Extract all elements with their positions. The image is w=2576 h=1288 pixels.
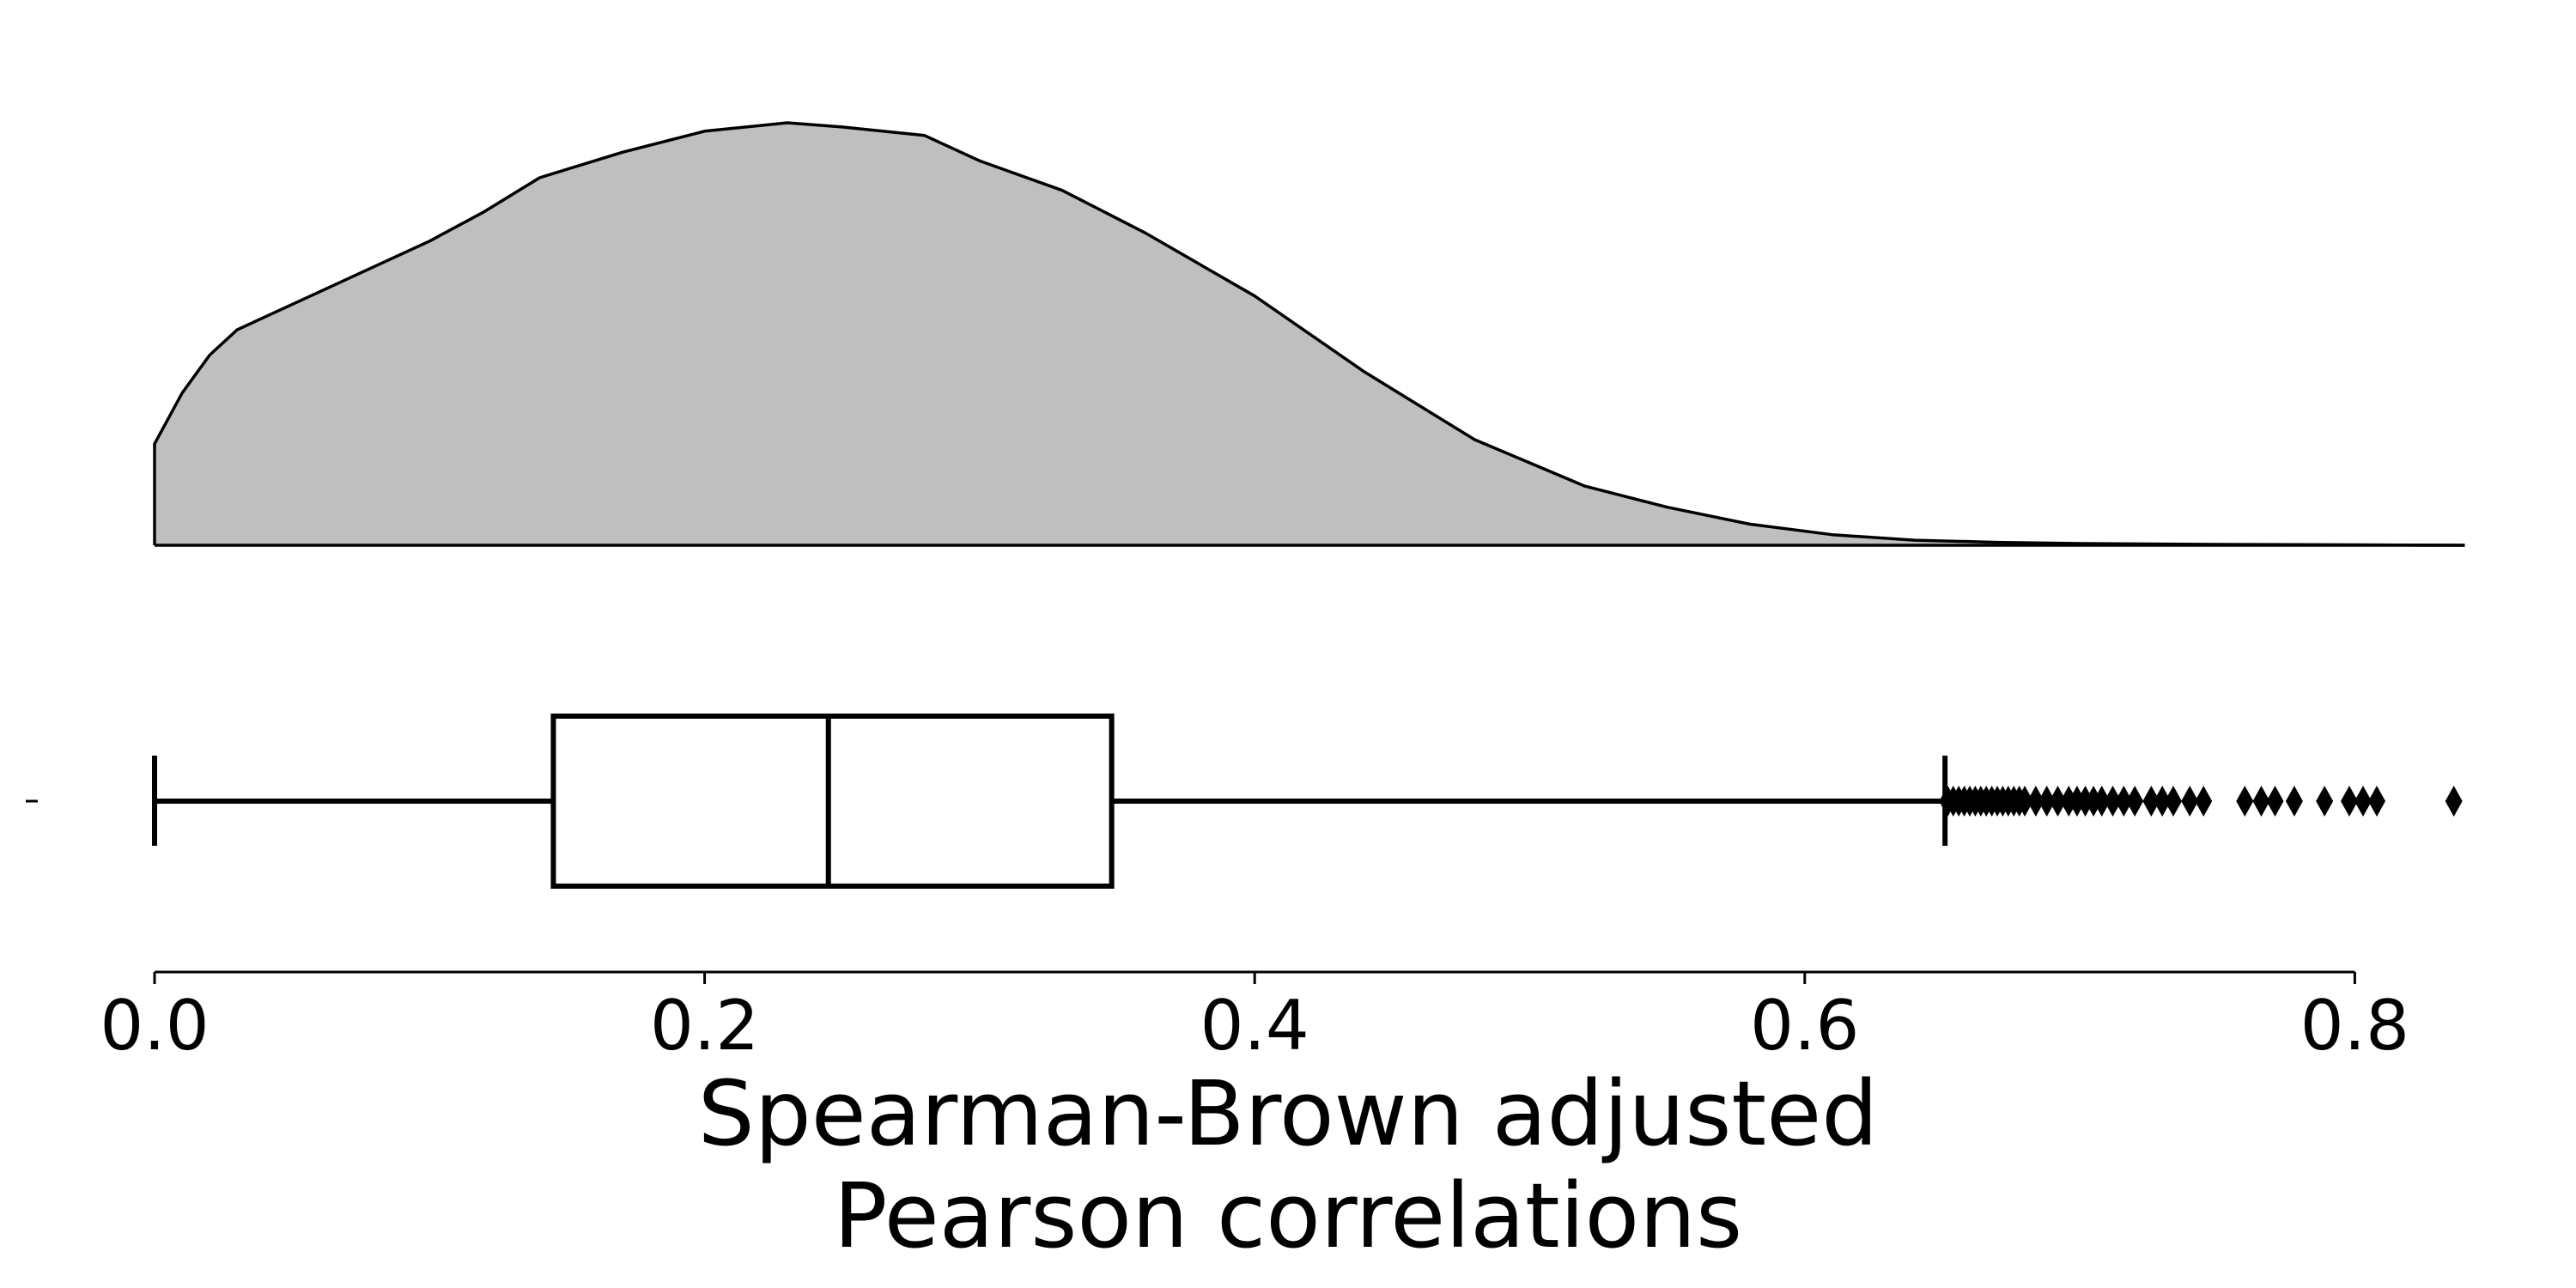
outlier-point (2181, 786, 2199, 817)
outlier-point (2038, 786, 2056, 817)
outlier-point (2165, 786, 2183, 817)
outlier-point (2340, 786, 2358, 817)
x-tick-label: 0.2 (650, 986, 759, 1066)
outlier-point (2316, 786, 2334, 817)
outlier-point (2142, 786, 2160, 817)
outlier-point (2104, 786, 2122, 817)
x-tick-label: 0.8 (2300, 986, 2409, 1066)
outlier-point (2016, 786, 2034, 817)
outlier-point (2285, 786, 2303, 817)
x-tick-label: 0.6 (1750, 986, 1859, 1066)
x-axis-title-line-2: Pearson correlations (834, 1163, 1742, 1268)
outlier-point (2236, 786, 2254, 817)
density-area (155, 123, 2465, 545)
outlier-point (2093, 786, 2111, 817)
box-layer (26, 714, 1948, 889)
density-layer (153, 121, 2465, 547)
outlier-point (2266, 786, 2284, 817)
outlier-layer (1939, 786, 2463, 817)
outlier-point (2195, 786, 2213, 817)
outlier-point (2252, 786, 2270, 817)
outlier-point (2445, 786, 2463, 817)
x-tick-label: 0.4 (1200, 986, 1309, 1066)
x-tick-label: 0.0 (100, 986, 209, 1066)
outlier-point (2115, 786, 2133, 817)
interquartile-box (550, 714, 1115, 889)
density-outline (153, 121, 2465, 547)
outlier-point (2126, 786, 2144, 817)
outlier-point (2154, 786, 2172, 817)
outlier-point (2354, 786, 2372, 817)
outlier-point (2026, 786, 2044, 817)
outlier-point (2368, 786, 2386, 817)
x-axis-title-line-1: Spearman-Brown adjusted (698, 1061, 1878, 1166)
outlier-point (2049, 786, 2067, 817)
x-axis: 0.0 0.2 0.4 0.6 0.8 (100, 970, 2409, 1066)
